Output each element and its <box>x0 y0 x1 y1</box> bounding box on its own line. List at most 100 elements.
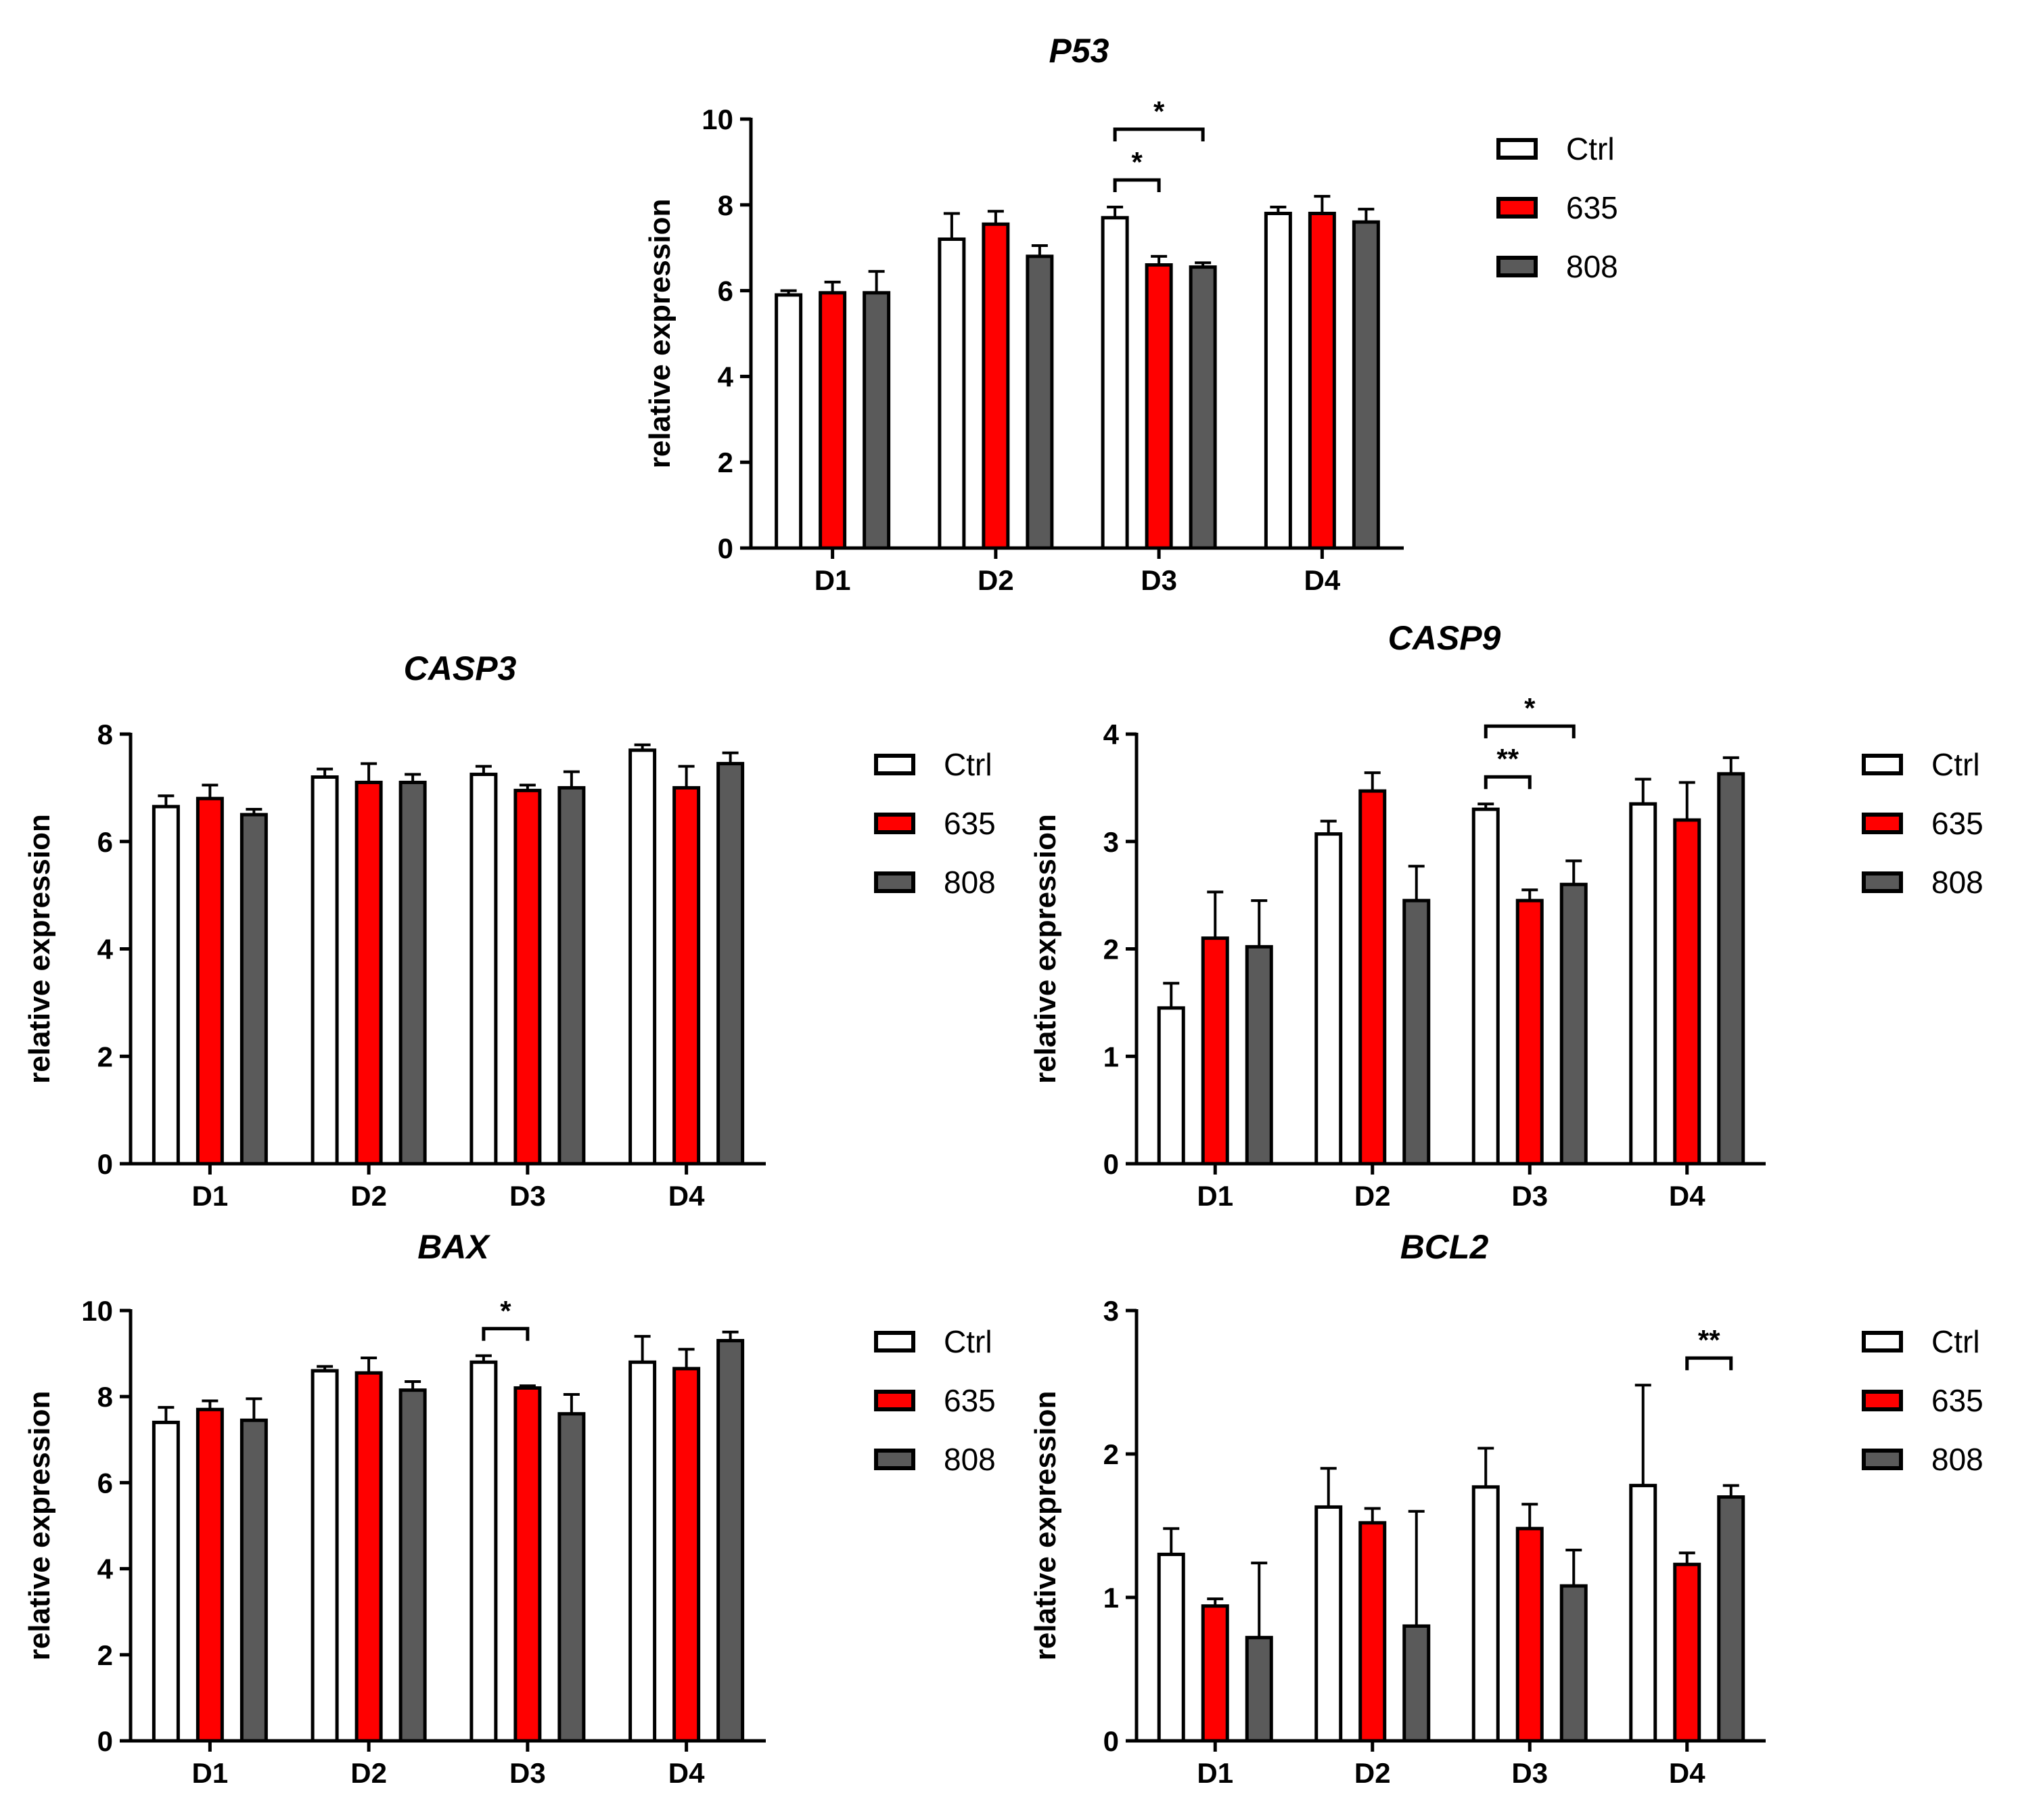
y-tick-label: 8 <box>718 189 733 221</box>
bracket-line <box>1484 724 1576 739</box>
x-tick-label: D4 <box>1669 1757 1705 1789</box>
x-tick-label: D1 <box>192 1180 229 1212</box>
y-tick-label: 6 <box>97 826 113 858</box>
bar-808-d1 <box>1245 945 1273 1166</box>
bar-ctrl-d1 <box>1157 1552 1185 1743</box>
y-axis-label: relative expression <box>1029 814 1062 1084</box>
legend-swatch-ctrl <box>1496 138 1538 160</box>
legend: Ctrl 635 808 <box>1496 131 1618 284</box>
x-tick-label: D1 <box>1197 1180 1233 1212</box>
x-tick-label: D3 <box>1511 1757 1548 1789</box>
significance-label: * <box>500 1295 511 1327</box>
x-tick-label: D2 <box>350 1180 387 1212</box>
legend-swatch-808 <box>1862 1449 1903 1470</box>
bar-808-d4 <box>716 1339 745 1743</box>
bar-635-d2 <box>982 222 1010 550</box>
bar-808-d4 <box>1717 772 1745 1166</box>
y-tick-label: 6 <box>718 275 733 307</box>
bar-635-d4 <box>1308 211 1336 550</box>
bar-808-d2 <box>1026 254 1054 550</box>
bar-ctrl-d2 <box>1314 1505 1343 1743</box>
legend-label-808: 808 <box>944 1442 996 1477</box>
y-tick-label: 4 <box>97 934 114 965</box>
chart-casp3: CASP3 relative expression 0 2 4 6 8 D1 D2 D3 D4 Ctr… <box>23 650 996 1212</box>
significance-bracket: * <box>1484 692 1576 739</box>
y-tick-label: 2 <box>1103 934 1119 965</box>
legend-label-ctrl: Ctrl <box>1566 131 1615 166</box>
bar-808-d4 <box>1717 1495 1745 1743</box>
y-axis-label: relative expression <box>23 1391 56 1661</box>
significance-bracket: * <box>1113 146 1161 192</box>
legend-label-635: 635 <box>1931 1383 1983 1418</box>
y-tick-label: 10 <box>81 1295 113 1327</box>
y-axis-label: relative expression <box>1029 1391 1062 1661</box>
y-tick-label: 4 <box>97 1553 114 1585</box>
y-tick-label: 0 <box>1103 1725 1119 1757</box>
legend-label-808: 808 <box>1931 865 1983 900</box>
x-tick-label: D2 <box>1354 1180 1391 1212</box>
bar-ctrl-d3 <box>469 1360 498 1743</box>
bar-808-d3 <box>1559 1584 1588 1743</box>
y-tick-label: 10 <box>702 104 733 135</box>
x-tick-label: D3 <box>1511 1180 1548 1212</box>
x-tick-label: D4 <box>668 1180 705 1212</box>
chart-title: BCL2 <box>1400 1228 1489 1266</box>
bar-ctrl-d2 <box>311 1369 339 1743</box>
bar-808-d3 <box>557 1412 586 1743</box>
chart-bax: BAX relative expression 0 2 4 6 8 10 D1 D2 D3 D4 * Ct… <box>23 1228 996 1789</box>
bar-ctrl-d2 <box>1314 832 1343 1166</box>
y-tick-label: 0 <box>718 532 733 564</box>
bar-635-d3 <box>513 788 542 1166</box>
x-tick-label: D1 <box>1197 1757 1233 1789</box>
legend-swatch-808 <box>874 871 915 893</box>
y-tick-label: 0 <box>97 1725 113 1757</box>
bar-ctrl-d4 <box>1629 802 1657 1166</box>
significance-label: * <box>1153 95 1165 127</box>
legend-swatch-808 <box>1862 871 1903 893</box>
significance-label: * <box>1131 146 1143 178</box>
bar-635-d4 <box>672 1367 701 1743</box>
significance-label: ** <box>1698 1324 1720 1356</box>
legend-swatch-ctrl <box>874 754 915 775</box>
bar-ctrl-d1 <box>775 293 803 550</box>
x-tick-label: D4 <box>668 1757 705 1789</box>
significance-bracket: ** <box>1685 1324 1733 1371</box>
legend-label-635: 635 <box>944 1383 996 1418</box>
bar-808-d1 <box>239 1418 268 1743</box>
bar-635-d4 <box>1673 818 1701 1166</box>
y-axis-label: relative expression <box>23 814 56 1084</box>
bar-635-d2 <box>1358 1521 1387 1743</box>
bar-808-d4 <box>716 762 745 1166</box>
legend-label-635: 635 <box>1566 190 1618 225</box>
bar-635-d2 <box>354 1371 383 1743</box>
chart-bcl2: BCL2 relative expression 0 1 2 3 D1 D2 D3 D4 ** Ctr… <box>1029 1228 1983 1789</box>
legend-label-ctrl: Ctrl <box>944 1324 992 1359</box>
legend: Ctrl 635 808 <box>874 1324 996 1477</box>
legend-swatch-808 <box>874 1449 915 1470</box>
y-tick-label: 8 <box>97 719 113 750</box>
y-tick-label: 6 <box>97 1467 113 1499</box>
significance-bracket: ** <box>1484 743 1532 790</box>
legend-swatch-808 <box>1496 256 1538 277</box>
x-tick-label: D3 <box>1141 564 1177 596</box>
bar-ctrl-d1 <box>152 804 180 1166</box>
bar-808-d3 <box>557 786 586 1166</box>
y-tick-label: 3 <box>1103 826 1119 858</box>
chart-title: P53 <box>1049 32 1109 70</box>
y-tick-label: 0 <box>1103 1148 1119 1180</box>
legend-swatch-635 <box>874 1390 915 1411</box>
y-tick-label: 2 <box>97 1639 113 1671</box>
bar-ctrl-d3 <box>1471 807 1500 1166</box>
x-tick-label: D3 <box>509 1757 546 1789</box>
bar-808-d3 <box>1189 265 1217 550</box>
bar-808-d1 <box>1245 1635 1273 1743</box>
bar-635-d3 <box>1515 898 1544 1166</box>
bar-635-d3 <box>513 1386 542 1743</box>
bracket-line <box>1484 775 1532 790</box>
bar-808-d2 <box>1402 898 1431 1166</box>
bar-635-d3 <box>1145 263 1173 550</box>
bar-ctrl-d4 <box>1264 211 1292 550</box>
significance-label: ** <box>1496 743 1519 775</box>
bar-808-d2 <box>398 1388 427 1743</box>
